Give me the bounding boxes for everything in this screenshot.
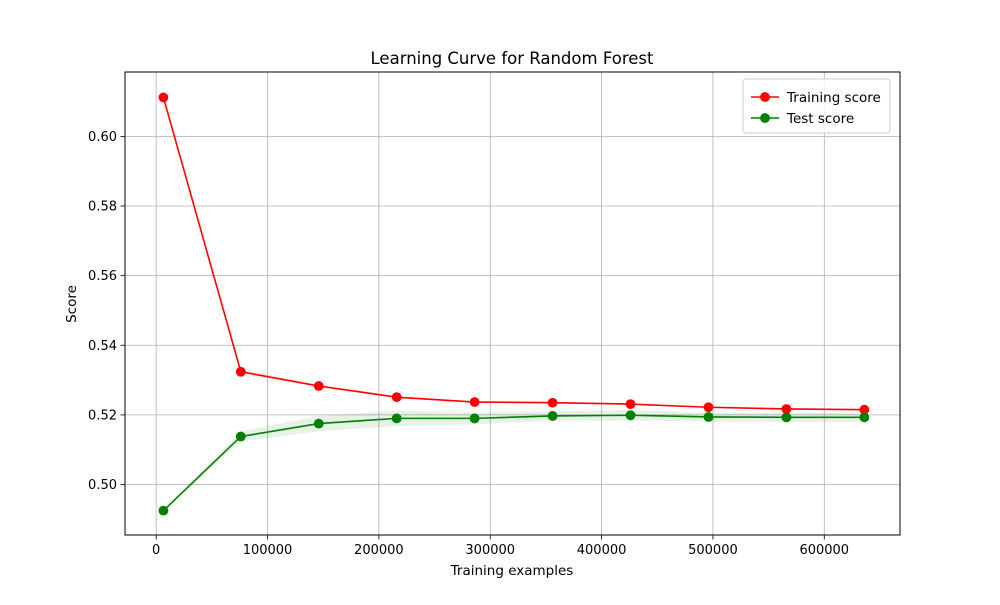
legend-training-score-label: Training score — [786, 90, 881, 106]
training-score-point — [625, 399, 636, 410]
training-score-point — [703, 402, 714, 413]
training-score-point — [391, 392, 402, 403]
x-tick-label: 300000 — [465, 543, 515, 558]
x-tick-label: 200000 — [354, 543, 404, 558]
training-score-point — [547, 397, 558, 408]
x-axis-label: Training examples — [450, 563, 574, 579]
y-tick-label: 0.58 — [88, 200, 117, 215]
legend-box — [742, 78, 891, 134]
test-score-point — [158, 505, 169, 516]
legend-test-score-marker — [760, 113, 770, 123]
training-score-point — [158, 92, 169, 103]
test-score-point — [625, 410, 636, 421]
y-tick-label: 0.50 — [88, 478, 117, 493]
x-tick-label: 500000 — [688, 543, 738, 558]
score-bands — [163, 97, 865, 511]
test-score-line — [162, 414, 865, 512]
plot-area-frame — [124, 71, 901, 536]
training-score-point — [313, 381, 324, 391]
training-score-point — [781, 404, 792, 414]
y-tick-label: 0.56 — [88, 269, 117, 284]
chart-title: Learning Curve for Random Forest — [371, 49, 654, 68]
y-axis-label: Score — [64, 285, 80, 323]
test-score-point — [235, 431, 246, 442]
x-tick-label: 400000 — [577, 543, 627, 558]
test-score-point — [469, 413, 480, 424]
legend-training-score-marker — [760, 92, 770, 102]
test-score-point — [781, 412, 792, 423]
x-tick-label: 0 — [152, 543, 160, 558]
y-tick-label: 0.52 — [88, 408, 117, 423]
test-score-point — [313, 418, 324, 429]
test-score-band — [163, 410, 865, 511]
x-tick-label: 100000 — [243, 543, 293, 558]
training-score-line — [162, 97, 865, 411]
y-tick-label: 0.60 — [88, 130, 117, 145]
training-score-point — [235, 366, 246, 377]
test-score-point — [859, 412, 870, 423]
grid-lines — [125, 72, 900, 535]
test-score-point — [391, 413, 402, 424]
x-tick-label: 600000 — [799, 543, 849, 558]
legend: Training score Test score — [742, 78, 891, 134]
axis-ticks: 0 100000 200000 300000 400000 500000 600000 0.5… — [88, 130, 849, 558]
test-score-point — [547, 411, 558, 421]
data-series — [158, 92, 870, 516]
y-tick-label: 0.54 — [88, 339, 117, 354]
test-score-point — [703, 412, 714, 422]
legend-test-score-label: Test score — [786, 111, 854, 127]
training-score-point — [469, 397, 480, 407]
